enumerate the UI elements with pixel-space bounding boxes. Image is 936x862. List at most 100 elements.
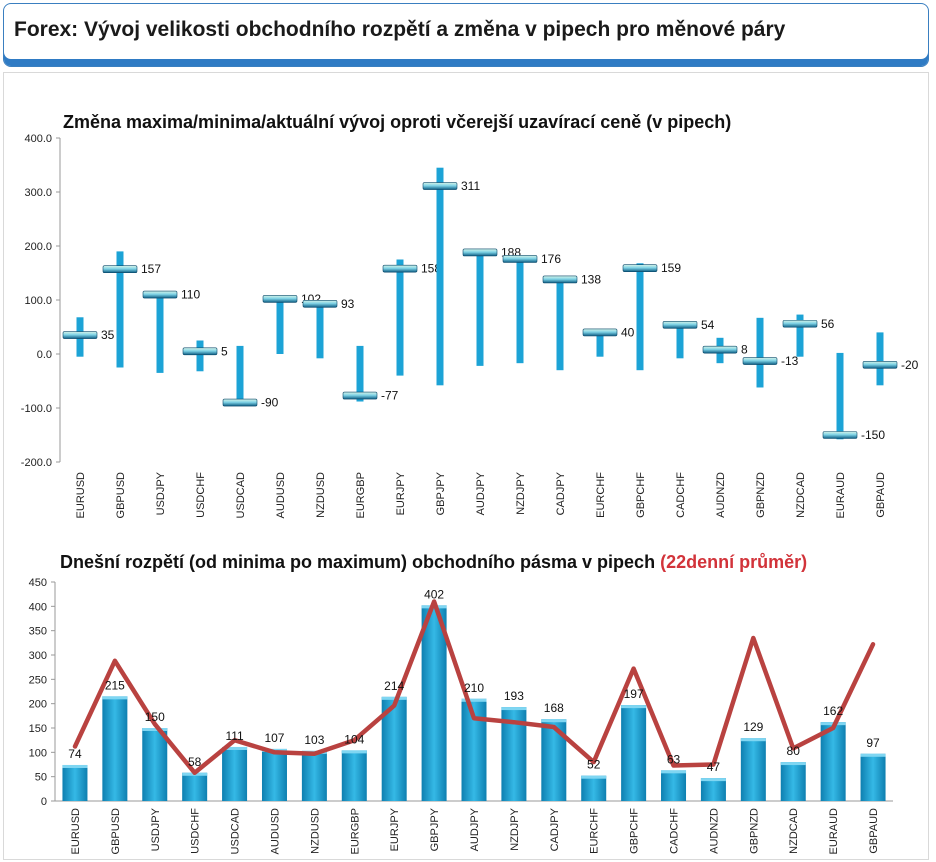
chart1-data-label: 138 — [581, 272, 601, 286]
chart2-data-label: 162 — [823, 704, 843, 718]
chart1-category-label: EURCHF — [595, 472, 607, 518]
chart2-title: Dnešní rozpětí (od minima po maximum) ob… — [60, 552, 807, 573]
chart2-category-label: EURJPY — [389, 807, 401, 851]
chart2-category-label: EURGBP — [349, 808, 361, 854]
chart1-category-label: AUDNZD — [715, 472, 727, 518]
chart2-data-label: 215 — [105, 678, 125, 692]
chart2-category-label: EURCHF — [589, 808, 601, 854]
chart2-bar — [142, 728, 168, 801]
chart1-data-label: -150 — [861, 428, 885, 442]
chart2-title-highlight: (22denní průměr) — [660, 552, 808, 572]
chart1-current-marker — [182, 347, 218, 356]
chart2-category-label: USDCAD — [230, 808, 242, 855]
chart1-range-bar — [316, 302, 324, 359]
chart2-category-label: EURAUD — [828, 808, 840, 855]
chart2-category-label: NZDUSD — [309, 808, 321, 854]
chart1-ytick-label: -100.0 — [21, 403, 52, 415]
chart2-bar — [261, 748, 287, 801]
chart1-current-marker — [342, 391, 378, 400]
chart1-category-label: NZDUSD — [315, 472, 327, 518]
page-title: Forex: Vývoj velikosti obchodního rozpět… — [14, 18, 786, 41]
chart1-current-marker — [262, 295, 298, 303]
chart2-ytick-label: 50 — [35, 772, 47, 784]
chart2-category-label: GBPCHF — [629, 808, 641, 854]
chart1-current-marker — [822, 431, 858, 439]
chart2-bar — [62, 764, 88, 801]
chart1-range-bar — [476, 251, 484, 366]
chart1-range-bar — [676, 323, 684, 359]
chart1-data-label: 159 — [661, 261, 681, 275]
chart1-range-bar — [356, 345, 364, 402]
chart2-data-label: 97 — [866, 736, 880, 750]
chart2-category-label: EURUSD — [70, 808, 82, 855]
chart1-title-text: Změna maxima/minima/aktuální vývoj oprot… — [63, 112, 732, 132]
chart1-data-label: -13 — [781, 354, 799, 368]
chart1-current-marker — [542, 275, 578, 284]
chart1-data-label: -20 — [901, 358, 919, 372]
chart2-ytick-label: 100 — [29, 747, 47, 759]
chart1-current-marker — [142, 290, 178, 299]
chart1-current-marker — [582, 328, 618, 337]
chart1-ytick-label: 400.0 — [24, 133, 52, 145]
chart2-bar-top — [381, 696, 407, 700]
chart2-data-label: 168 — [544, 701, 564, 715]
chart2-data-label: 111 — [225, 729, 244, 743]
chart1-current-marker — [742, 357, 778, 365]
chart2-category-label: USDJPY — [150, 807, 162, 851]
chart2-data-label: 197 — [624, 687, 644, 701]
chart2-category-label: NZDCAD — [788, 808, 800, 854]
chart2-bar — [820, 722, 846, 801]
chart1-current-marker — [662, 321, 698, 329]
chart1-current-marker — [422, 182, 458, 190]
chart2-category-label: AUDJPY — [469, 807, 481, 851]
chart1-current-marker — [782, 319, 818, 328]
chart1-range-bar — [156, 293, 164, 373]
chart2-bar — [700, 778, 726, 801]
chart2-bar-top — [780, 762, 806, 766]
chart2-data-label: 80 — [787, 744, 801, 758]
chart2-bar — [860, 753, 886, 801]
chart2-bar — [740, 738, 766, 801]
chart2-ytick-label: 450 — [29, 577, 47, 589]
chart1-data-label: 54 — [701, 318, 715, 332]
chart2-bar — [341, 750, 367, 801]
chart1-range-bar — [876, 332, 884, 386]
chart2-bar — [581, 775, 607, 801]
chart1-current-marker — [382, 264, 418, 273]
chart1-title: Změna maxima/minima/aktuální vývoj oprot… — [63, 112, 731, 133]
chart1-range-bar — [836, 352, 844, 440]
chart1-data-label: 311 — [461, 179, 480, 193]
chart1-data-label: 8 — [741, 343, 748, 357]
chart2-category-label: NZDJPY — [509, 807, 521, 850]
chart1-current-marker — [222, 398, 258, 407]
chart1-category-label: EURJPY — [395, 471, 407, 515]
chart1-category-label: USDCHF — [195, 472, 207, 518]
chart1-data-label: -90 — [261, 396, 279, 410]
chart2-category-label: GBPNZD — [748, 808, 760, 854]
chart1-category-label: GBPUSD — [115, 472, 127, 519]
chart2-ytick-label: 300 — [29, 650, 47, 662]
chart2-category-label: GBPJPY — [429, 807, 441, 851]
chart2-data-label: 47 — [707, 760, 721, 774]
chart1-ytick-label: 200.0 — [24, 241, 52, 253]
chart2-bar — [661, 770, 687, 801]
chart2-bar-top — [661, 770, 687, 774]
chart1-range-bar — [596, 331, 604, 357]
chart1-category-label: USDJPY — [155, 471, 167, 515]
chart1-data-label: 93 — [341, 297, 355, 311]
chart2-category-label: AUDNZD — [708, 808, 720, 854]
chart2-bar-top — [341, 750, 367, 754]
chart2-bar-top — [62, 764, 88, 768]
chart1-data-label: -77 — [381, 389, 399, 403]
chart2-bar-top — [860, 753, 886, 757]
chart2-ytick-label: 0 — [41, 796, 47, 808]
chart1-ytick-label: 100.0 — [24, 295, 52, 307]
chart1-current-marker — [502, 255, 538, 263]
chart1-range-bar — [756, 317, 764, 388]
chart1-category-label: GBPAUD — [875, 472, 887, 518]
chart1-category-label: GBPJPY — [435, 471, 447, 515]
chart1-category-label: AUDUSD — [275, 472, 287, 519]
chart1-data-label: 158 — [421, 262, 441, 276]
chart1-category-label: EURAUD — [835, 472, 847, 519]
